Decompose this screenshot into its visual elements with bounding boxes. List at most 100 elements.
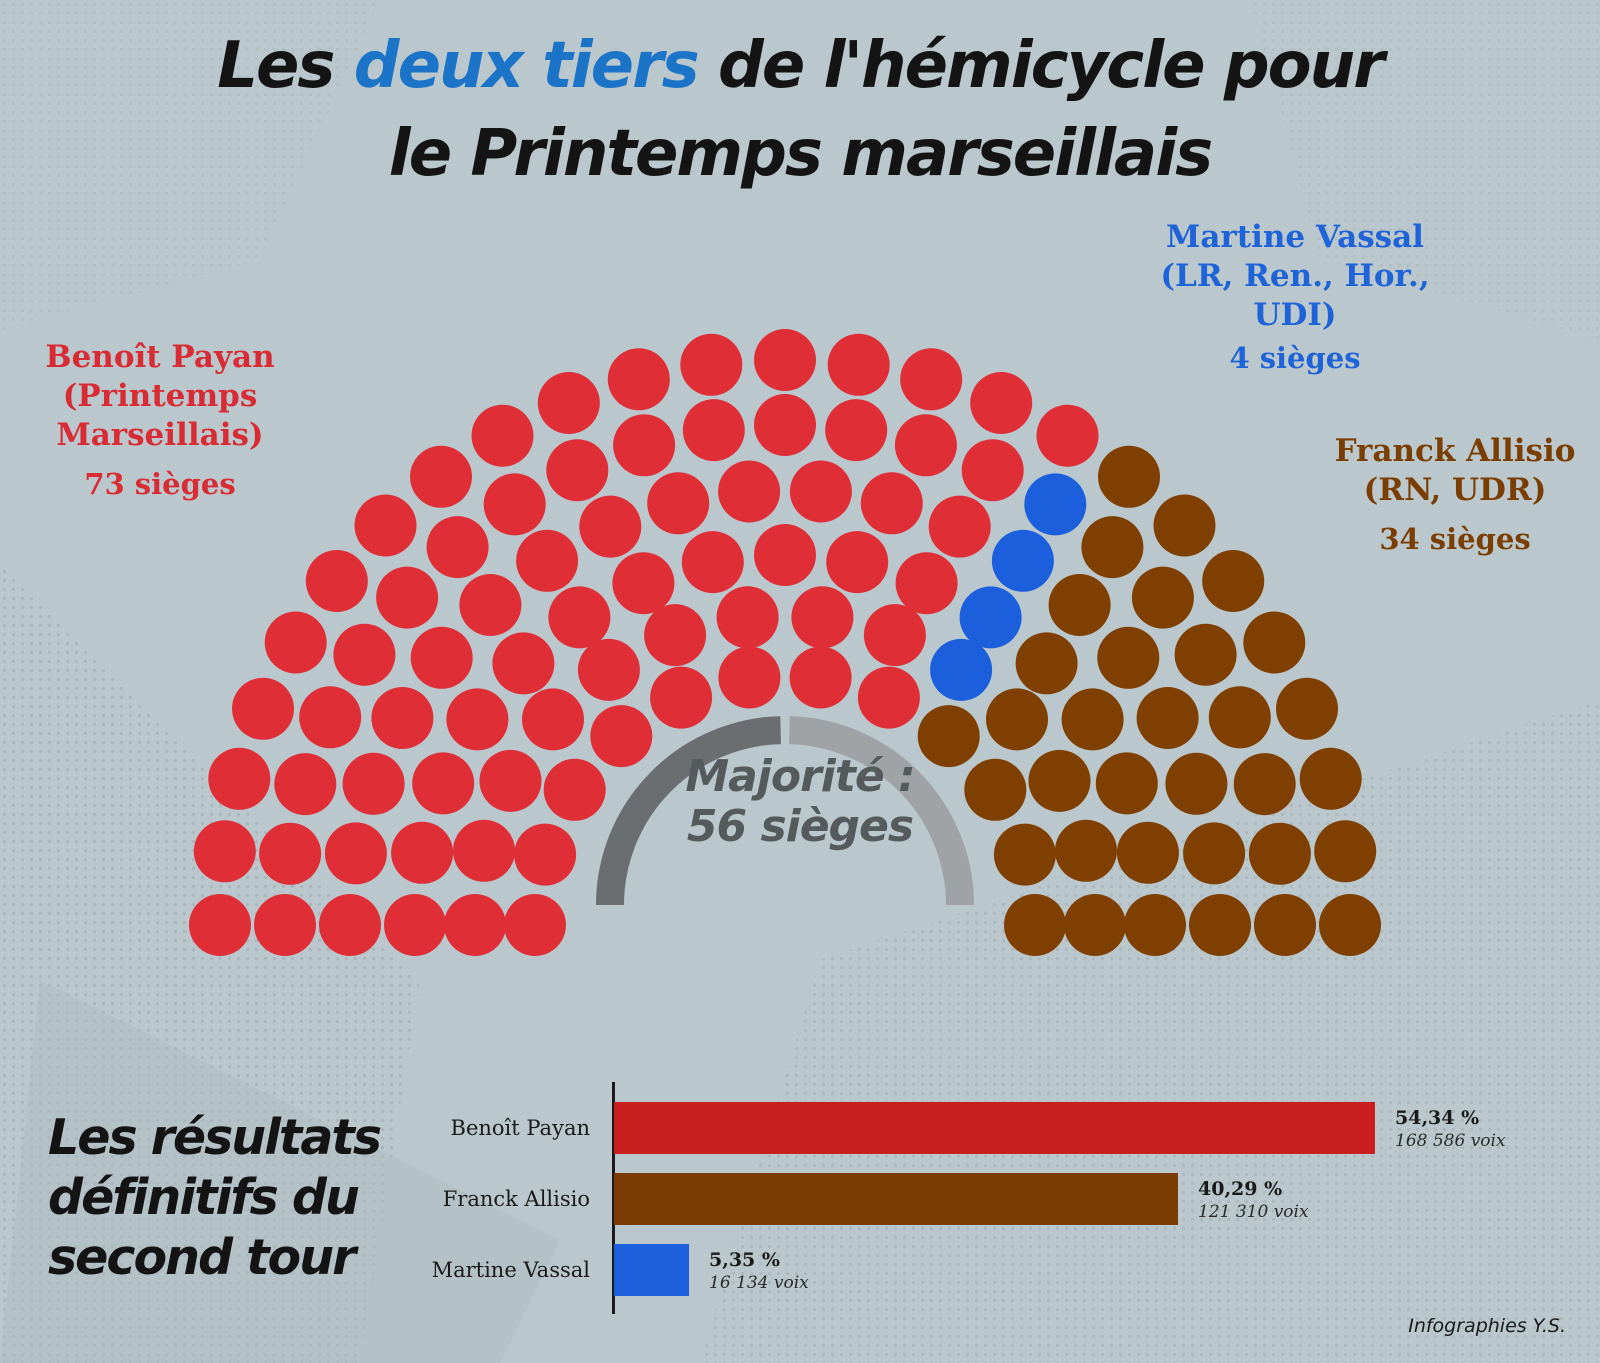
seat-allisio <box>917 705 980 768</box>
seat-allisio <box>1248 822 1311 885</box>
seat-payan <box>543 758 606 821</box>
seat-payan <box>446 688 509 751</box>
bar-axis-line <box>612 1082 615 1314</box>
seat-payan <box>492 632 555 695</box>
title-part-2: de l'hémicycle pour <box>697 29 1385 103</box>
seat-allisio <box>1243 611 1306 674</box>
seat-allisio <box>1183 822 1246 885</box>
bar-pct-vassal: 5,35 % <box>709 1249 780 1271</box>
results-title-line-2: définitifs du <box>48 1169 360 1226</box>
seat-payan <box>391 821 454 884</box>
seat-payan <box>453 819 515 882</box>
seat-allisio <box>1098 445 1160 508</box>
seat-payan <box>471 404 534 467</box>
results-title-line-1: Les résultats <box>48 1109 382 1166</box>
legend-allisio-seats: 34 sièges <box>1379 522 1531 556</box>
seat-allisio <box>1208 686 1271 749</box>
seat-payan <box>754 329 816 391</box>
bar-name-allisio: Franck Allisio <box>442 1187 590 1211</box>
seat-payan <box>894 414 957 477</box>
bar-row-payan: Benoît Payan 54,34 % 168 586 voix <box>0 1102 1600 1154</box>
seat-payan <box>537 372 600 434</box>
bar-pct-payan: 54,34 % <box>1395 1107 1480 1129</box>
seat-payan <box>650 666 713 729</box>
legend-vassal-line3: UDI) <box>1253 297 1337 333</box>
seat-payan <box>412 752 475 815</box>
seat-allisio <box>1202 550 1265 612</box>
seat-payan <box>426 516 489 579</box>
seat-payan <box>680 333 743 396</box>
seat-payan <box>333 623 396 686</box>
seat-payan <box>644 604 707 667</box>
seat-payan <box>324 822 387 885</box>
seat-allisio <box>1299 747 1362 810</box>
bar-value-vassal: 5,35 % 16 134 voix <box>709 1248 809 1294</box>
seat-payan <box>232 677 294 740</box>
seat-allisio <box>1081 516 1144 579</box>
seat-payan <box>254 894 316 956</box>
bar-votes-payan: 168 586 voix <box>1395 1131 1506 1151</box>
seat-allisio <box>1174 623 1237 686</box>
seat-payan <box>754 524 816 586</box>
seat-vassal <box>959 586 1022 649</box>
seat-payan <box>546 439 609 502</box>
legend-payan-line2: (Printemps <box>62 378 258 414</box>
seat-payan <box>1036 404 1099 467</box>
majority-line-2: 56 sièges <box>686 801 914 852</box>
seat-payan <box>259 822 322 885</box>
seat-payan <box>548 586 611 649</box>
seat-allisio <box>1189 894 1251 956</box>
majority-line-1: Majorité : <box>685 751 915 802</box>
seat-payan <box>612 552 675 615</box>
seat-vassal <box>1024 473 1087 536</box>
legend-vassal-seats: 4 sièges <box>1229 341 1361 375</box>
seat-allisio <box>1116 821 1179 884</box>
seat-payan <box>789 646 852 709</box>
seat-payan <box>857 666 920 729</box>
seat-payan <box>577 638 640 701</box>
seat-allisio <box>993 823 1056 886</box>
seat-payan <box>208 747 271 810</box>
results-title-line-3: second tour <box>48 1229 356 1286</box>
seat-payan <box>504 894 566 956</box>
seat-allisio <box>1004 894 1066 956</box>
results-title: Les résultats définitifs du second tour <box>48 1108 428 1288</box>
seat-payan <box>718 460 781 523</box>
seat-allisio <box>1097 626 1160 689</box>
seat-payan <box>791 586 854 649</box>
bar-name-vassal: Martine Vassal <box>431 1258 590 1282</box>
bar-value-allisio: 40,29 % 121 310 voix <box>1198 1177 1309 1223</box>
seat-payan <box>522 688 584 751</box>
seat-allisio <box>986 688 1048 751</box>
seat-allisio <box>1015 632 1078 695</box>
seat-payan <box>410 626 473 689</box>
title-highlight: deux tiers <box>353 29 700 103</box>
seat-allisio <box>1131 566 1194 629</box>
seat-payan <box>579 495 642 558</box>
seat-allisio <box>1061 688 1124 751</box>
seat-payan <box>789 460 852 523</box>
seat-payan <box>863 604 926 667</box>
seat-payan <box>371 687 434 749</box>
bar-name-payan: Benoît Payan <box>450 1116 590 1140</box>
seat-allisio <box>1153 494 1216 557</box>
bar-votes-allisio: 121 310 voix <box>1198 1202 1309 1222</box>
seat-allisio <box>1314 820 1377 883</box>
seat-allisio <box>1233 753 1296 816</box>
seat-allisio <box>1028 749 1091 812</box>
seat-payan <box>305 550 368 612</box>
seat-payan <box>354 494 417 557</box>
seat-payan <box>264 611 327 674</box>
seats-group <box>189 329 1381 956</box>
seat-payan <box>299 686 362 749</box>
bar-row-vassal: Martine Vassal 5,35 % 16 134 voix <box>0 1244 1600 1296</box>
majority-arc <box>596 716 974 906</box>
legend-allisio-name: Franck Allisio <box>1334 433 1576 469</box>
seat-allisio <box>1064 894 1126 956</box>
bar-row-allisio: Franck Allisio 40,29 % 121 310 voix <box>0 1173 1600 1225</box>
majority-arc-left <box>596 716 782 906</box>
seat-payan <box>483 473 546 536</box>
legend-vassal-name: Martine Vassal <box>1166 219 1424 255</box>
seat-payan <box>319 894 381 956</box>
